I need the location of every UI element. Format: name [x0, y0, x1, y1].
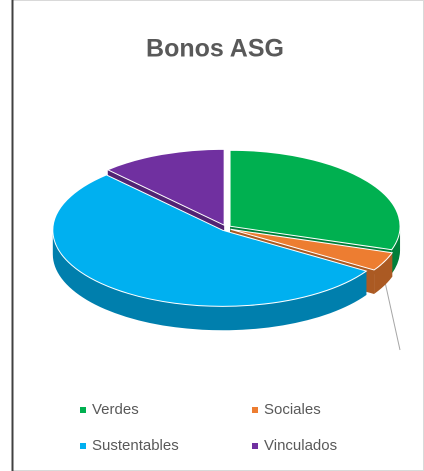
slice — [229, 149, 401, 251]
legend-label: Sociales — [264, 401, 321, 418]
chart-title: Bonos ASG — [146, 35, 284, 63]
leader-line — [384, 281, 401, 351]
slice-tops — [52, 148, 401, 307]
slice — [230, 228, 394, 271]
legend-label: Vinculados — [264, 437, 337, 454]
legend-label: Verdes — [92, 401, 139, 418]
slice-side — [52, 230, 367, 331]
legend-swatch — [252, 443, 258, 449]
legend-swatch — [80, 407, 86, 413]
legend-swatch — [80, 443, 86, 449]
legend-label: Sustentables — [92, 437, 179, 454]
slice — [52, 174, 368, 307]
slice — [106, 148, 225, 227]
legend-swatch — [252, 407, 258, 413]
